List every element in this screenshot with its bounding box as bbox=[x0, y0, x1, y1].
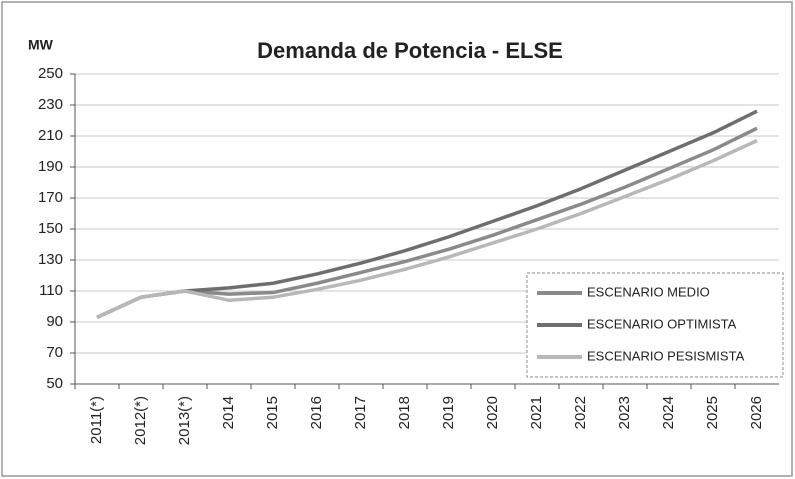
legend-label: ESCENARIO PESISMISTA bbox=[587, 348, 745, 363]
y-tick-label: 90 bbox=[46, 313, 63, 330]
x-tick-label: 2019 bbox=[440, 396, 457, 429]
y-tick-label: 150 bbox=[38, 220, 63, 237]
legend-label: ESCENARIO OPTIMISTA bbox=[587, 316, 737, 331]
y-tick-label: 230 bbox=[38, 96, 63, 113]
y-tick-label: 210 bbox=[38, 127, 63, 144]
y-tick-label: 70 bbox=[46, 344, 63, 361]
x-tick-label: 2014 bbox=[220, 396, 237, 429]
y-tick-label: 50 bbox=[46, 375, 63, 392]
y-tick-label: 130 bbox=[38, 251, 63, 268]
y-axis-label: MW bbox=[28, 37, 54, 53]
chart-title: Demanda de Potencia - ELSE bbox=[257, 38, 563, 63]
series-line bbox=[96, 139, 758, 319]
y-tick-label: 190 bbox=[38, 158, 63, 175]
x-tick-label: 2022 bbox=[572, 396, 589, 429]
x-tick-label: 2018 bbox=[396, 396, 413, 429]
x-tick-label: 2023 bbox=[616, 396, 633, 429]
x-tick-label: 2021 bbox=[528, 396, 545, 429]
y-tick-label: 110 bbox=[39, 282, 63, 299]
y-tick-label: 170 bbox=[38, 189, 63, 206]
x-tick-label: 2017 bbox=[352, 396, 369, 429]
series-line bbox=[96, 126, 758, 319]
x-tick-label: 2016 bbox=[308, 396, 325, 429]
x-tick-label: 2025 bbox=[704, 396, 721, 429]
x-tick-label: 2012(*) bbox=[132, 396, 149, 445]
legend-label: ESCENARIO MEDIO bbox=[587, 284, 710, 299]
x-tick-label: 2026 bbox=[748, 396, 765, 429]
x-tick-label: 2024 bbox=[660, 396, 677, 429]
x-tick-label: 2011(*) bbox=[88, 396, 105, 444]
y-tick-label: 250 bbox=[38, 65, 63, 82]
x-tick-label: 2013(*) bbox=[176, 396, 193, 445]
x-tick-label: 2020 bbox=[484, 396, 501, 429]
series-line bbox=[96, 109, 758, 319]
x-tick-label: 2015 bbox=[264, 396, 281, 429]
